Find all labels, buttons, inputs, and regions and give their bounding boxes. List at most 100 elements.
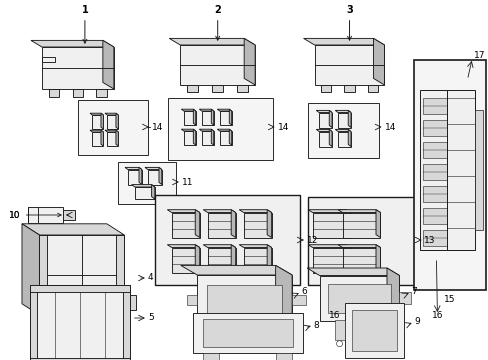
Polygon shape: [219, 111, 231, 125]
Polygon shape: [346, 245, 350, 273]
Bar: [96, 89, 107, 96]
Polygon shape: [127, 170, 142, 185]
Polygon shape: [105, 113, 118, 115]
Polygon shape: [342, 248, 380, 273]
Polygon shape: [202, 131, 213, 145]
Bar: [212, 85, 223, 92]
Polygon shape: [211, 129, 213, 145]
Bar: [344, 85, 354, 92]
Polygon shape: [266, 210, 271, 238]
Text: 10: 10: [9, 211, 61, 220]
Polygon shape: [335, 129, 350, 131]
Polygon shape: [244, 39, 255, 85]
Bar: [334, 320, 344, 340]
Bar: [423, 98, 448, 114]
Polygon shape: [337, 210, 380, 212]
Polygon shape: [30, 285, 37, 360]
Polygon shape: [147, 170, 162, 185]
Polygon shape: [183, 111, 195, 125]
Polygon shape: [159, 167, 162, 185]
Polygon shape: [207, 212, 235, 238]
Polygon shape: [243, 212, 271, 238]
Bar: [207, 285, 282, 315]
Polygon shape: [346, 210, 350, 238]
Polygon shape: [116, 113, 118, 129]
Bar: [423, 186, 448, 202]
Bar: [367, 85, 377, 92]
Polygon shape: [92, 115, 103, 129]
Text: 13: 13: [424, 235, 435, 244]
Bar: [474, 110, 482, 230]
Polygon shape: [203, 353, 219, 360]
Text: 7: 7: [410, 288, 416, 297]
Polygon shape: [207, 248, 235, 273]
Polygon shape: [243, 248, 271, 273]
Polygon shape: [90, 113, 103, 115]
Polygon shape: [202, 111, 213, 125]
Polygon shape: [181, 109, 195, 111]
Bar: [203, 319, 292, 347]
Polygon shape: [231, 245, 235, 273]
Polygon shape: [195, 245, 199, 273]
Polygon shape: [22, 224, 40, 315]
Polygon shape: [316, 111, 331, 113]
Text: 5: 5: [147, 314, 153, 323]
Polygon shape: [203, 210, 235, 212]
Polygon shape: [40, 235, 47, 315]
Polygon shape: [316, 129, 331, 131]
Bar: [72, 89, 83, 96]
Bar: [320, 85, 331, 92]
Polygon shape: [90, 130, 103, 132]
Bar: [423, 230, 448, 246]
Polygon shape: [195, 210, 199, 238]
Polygon shape: [307, 245, 350, 248]
Polygon shape: [101, 113, 103, 129]
Polygon shape: [344, 302, 404, 357]
Polygon shape: [266, 245, 271, 273]
Polygon shape: [125, 167, 142, 170]
Polygon shape: [22, 224, 124, 235]
Polygon shape: [116, 130, 118, 146]
Polygon shape: [199, 129, 213, 131]
Polygon shape: [375, 210, 380, 238]
Polygon shape: [373, 39, 384, 85]
Polygon shape: [31, 40, 114, 47]
Text: 14: 14: [384, 122, 395, 131]
Bar: [187, 295, 197, 305]
Polygon shape: [275, 265, 291, 325]
Polygon shape: [211, 109, 213, 125]
Text: 14: 14: [151, 122, 163, 131]
Text: 6: 6: [301, 288, 307, 297]
Polygon shape: [375, 245, 380, 273]
Text: 9: 9: [414, 318, 419, 327]
Text: 16: 16: [329, 310, 340, 320]
Polygon shape: [307, 210, 350, 212]
Polygon shape: [122, 285, 129, 360]
Polygon shape: [197, 275, 291, 325]
Polygon shape: [107, 115, 118, 129]
Text: 4: 4: [147, 274, 153, 283]
Polygon shape: [347, 129, 350, 147]
Text: 10: 10: [9, 211, 20, 220]
Polygon shape: [116, 235, 124, 315]
Polygon shape: [101, 130, 103, 146]
Text: 2: 2: [214, 5, 221, 40]
Polygon shape: [139, 167, 142, 185]
Bar: [118, 162, 175, 204]
Polygon shape: [42, 57, 55, 62]
Bar: [155, 195, 299, 285]
Bar: [291, 295, 305, 305]
Bar: [48, 89, 59, 96]
Bar: [307, 197, 417, 285]
Polygon shape: [386, 268, 399, 320]
Polygon shape: [171, 248, 199, 273]
Bar: [307, 103, 379, 158]
Polygon shape: [303, 39, 384, 45]
Polygon shape: [131, 185, 155, 187]
Polygon shape: [219, 131, 231, 145]
Bar: [423, 120, 448, 136]
Polygon shape: [328, 111, 331, 127]
Polygon shape: [167, 245, 199, 248]
Polygon shape: [30, 285, 129, 360]
Bar: [237, 85, 248, 92]
